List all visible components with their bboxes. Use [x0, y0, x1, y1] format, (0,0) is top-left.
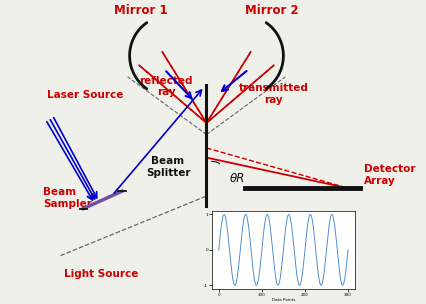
Text: Light Source: Light Source — [64, 269, 138, 279]
Text: transmitted
ray: transmitted ray — [238, 83, 308, 105]
Text: Beam
Splitter: Beam Splitter — [145, 157, 190, 178]
Text: Laser Source: Laser Source — [47, 90, 123, 100]
Text: Mirror 2: Mirror 2 — [245, 4, 298, 17]
Text: reflected
ray: reflected ray — [139, 76, 193, 97]
Text: θR: θR — [229, 172, 245, 185]
Text: Detector
Array: Detector Array — [363, 164, 414, 186]
Text: Mirror 1: Mirror 1 — [114, 4, 167, 17]
Text: Beam
Sampler: Beam Sampler — [43, 187, 92, 209]
